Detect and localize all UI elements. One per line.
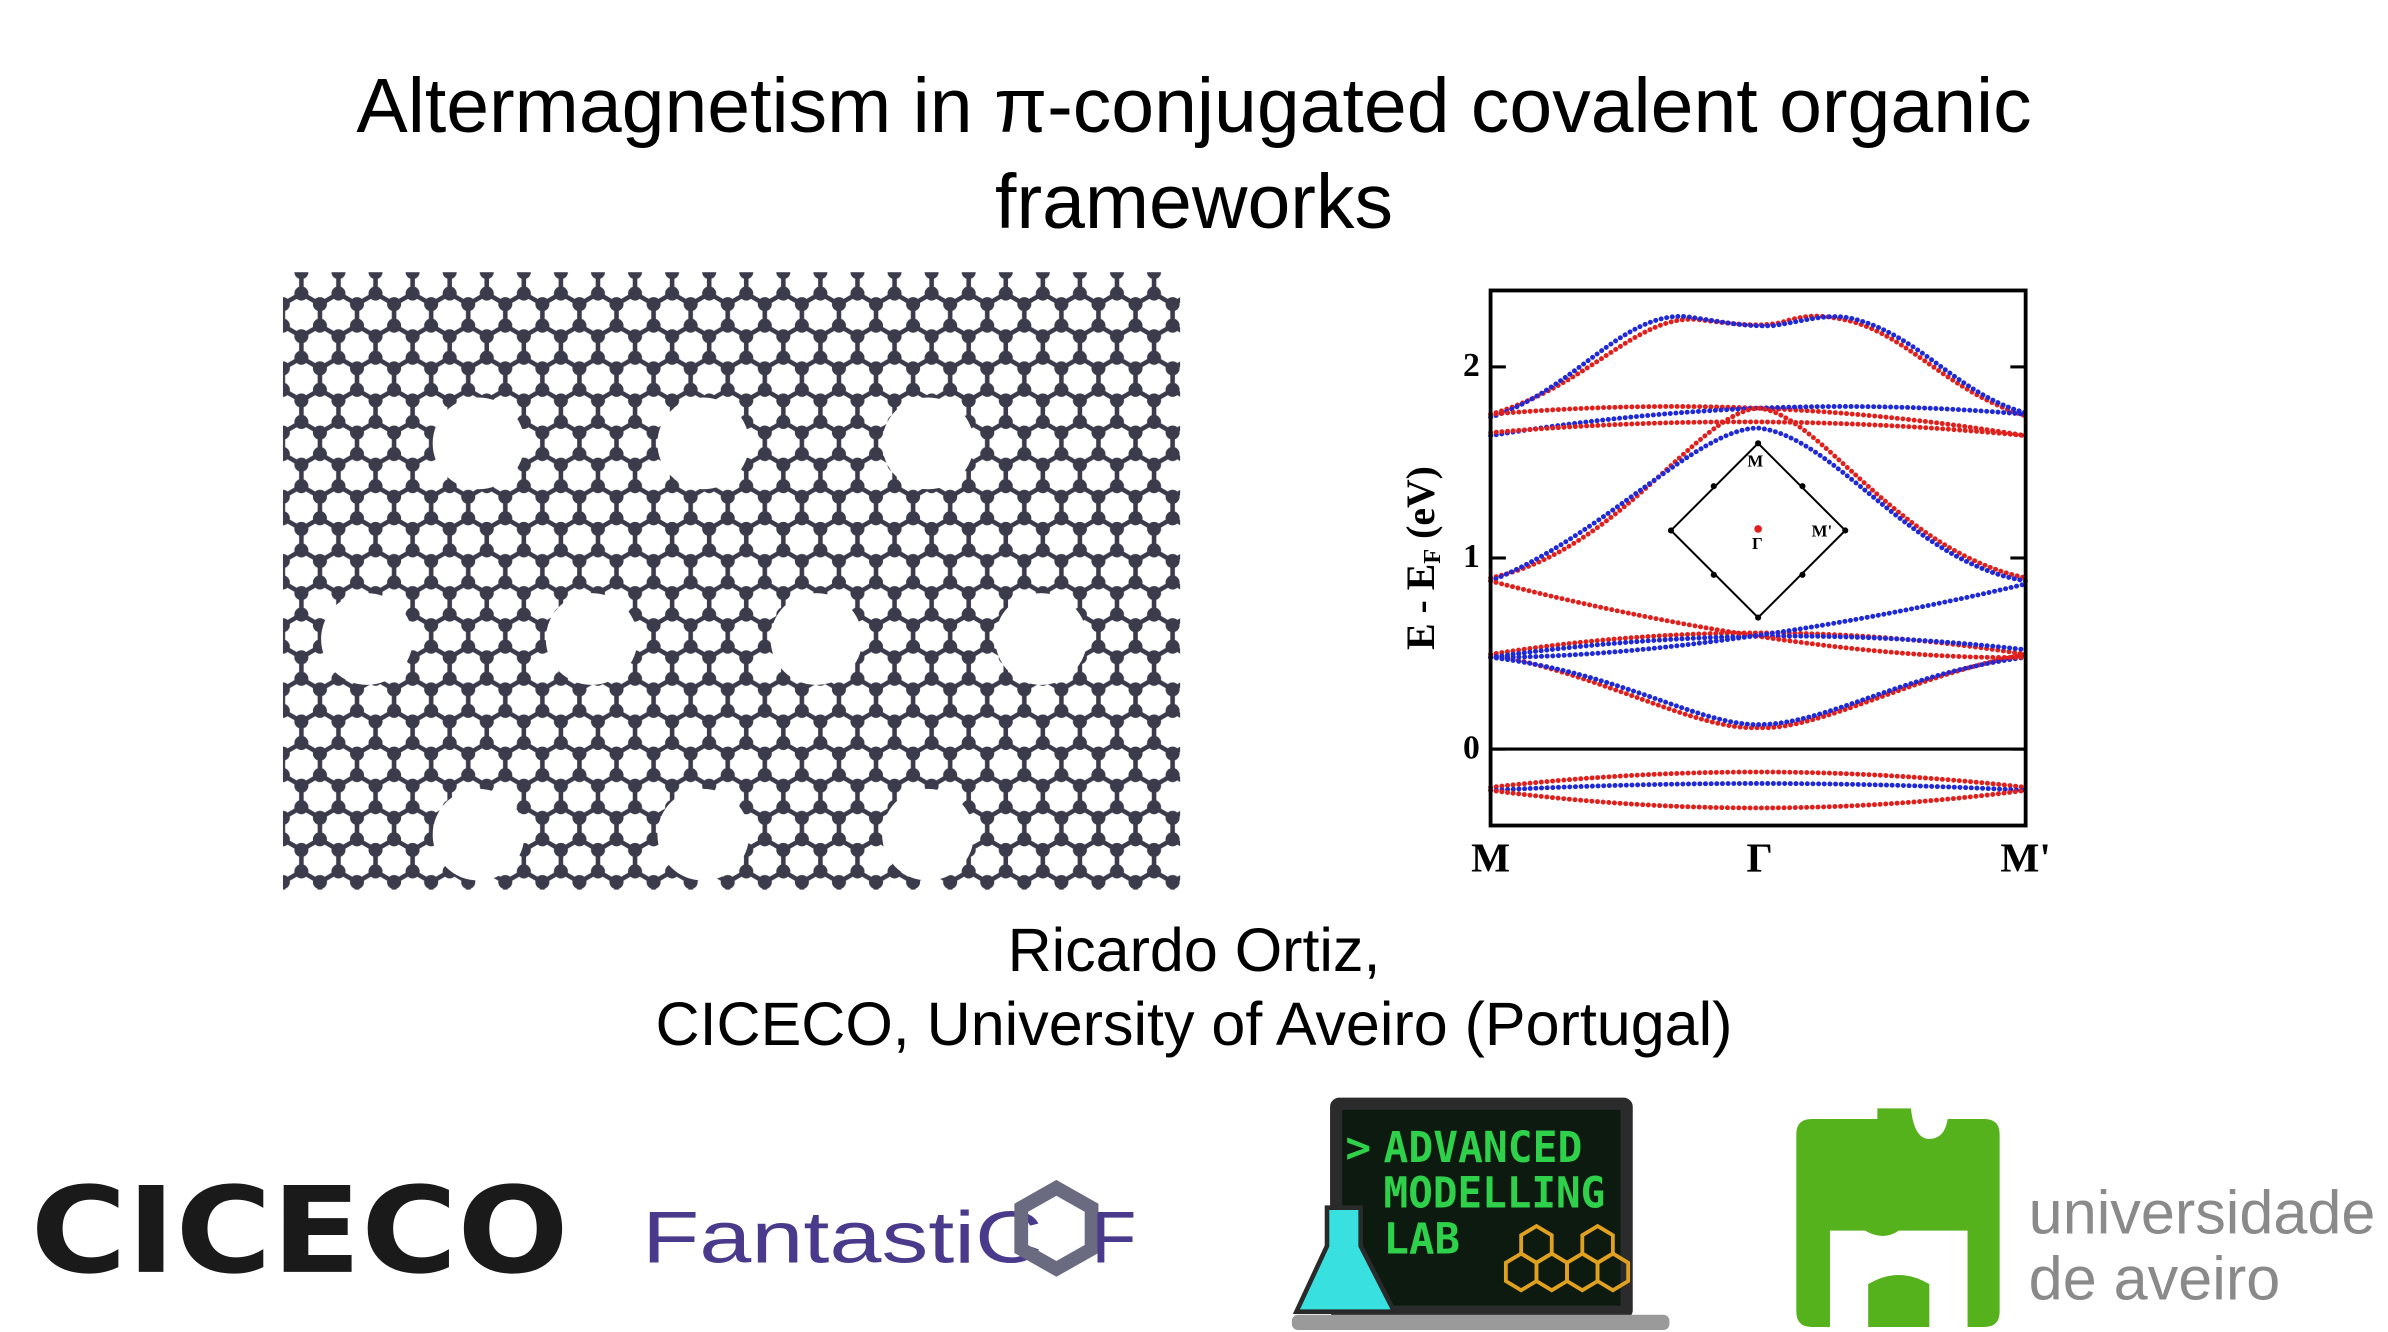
slide-title: Altermagnetism in π-conjugated covalent … [356,63,2032,245]
logo-text: universidade [2029,1179,2376,1247]
affiliation: CICECO, University of Aveiro (Portugal) [655,990,1733,1058]
k-label: Γ [1747,834,1773,880]
logo-text: ADVANCED [1384,1123,1583,1173]
logo-text: MODELLING [1384,1169,1606,1219]
logo-text: FantastiC [642,1197,1043,1279]
y-axis-label: E - EF (eV) [1399,466,1446,650]
author: Ricardo Ortiz, [1007,916,1381,984]
logo-text: > [1345,1123,1371,1173]
aveiro-logo: universidade de aveiro [1796,1108,2375,1327]
y-tick-label: 1 [1463,538,1480,575]
fantasticof-logo: FantastiC F [642,1179,1137,1279]
modelling-lab-logo: > ADVANCED MODELLING LAB [1291,1097,1670,1331]
brillouin-inset: M Γ M' [1667,440,1849,621]
molecule-image [282,272,1181,890]
inset-label: M [1747,451,1763,470]
logo-text: LAB [1384,1215,1460,1265]
y-tick-label: 0 [1463,729,1480,766]
k-label: M' [2000,834,2050,880]
y-tick-label: 2 [1463,347,1480,384]
logo-text: de aveiro [2029,1244,2281,1312]
logo-text: F [1092,1197,1137,1279]
k-label: M [1471,834,1510,880]
band-structure: 0 1 2 E - EF (eV) M Γ M' M Γ M' [1399,288,2051,880]
inset-label: Γ [1752,534,1763,553]
ciceco-logo: CICECO [31,1162,569,1301]
inset-label: M' [1812,522,1833,541]
